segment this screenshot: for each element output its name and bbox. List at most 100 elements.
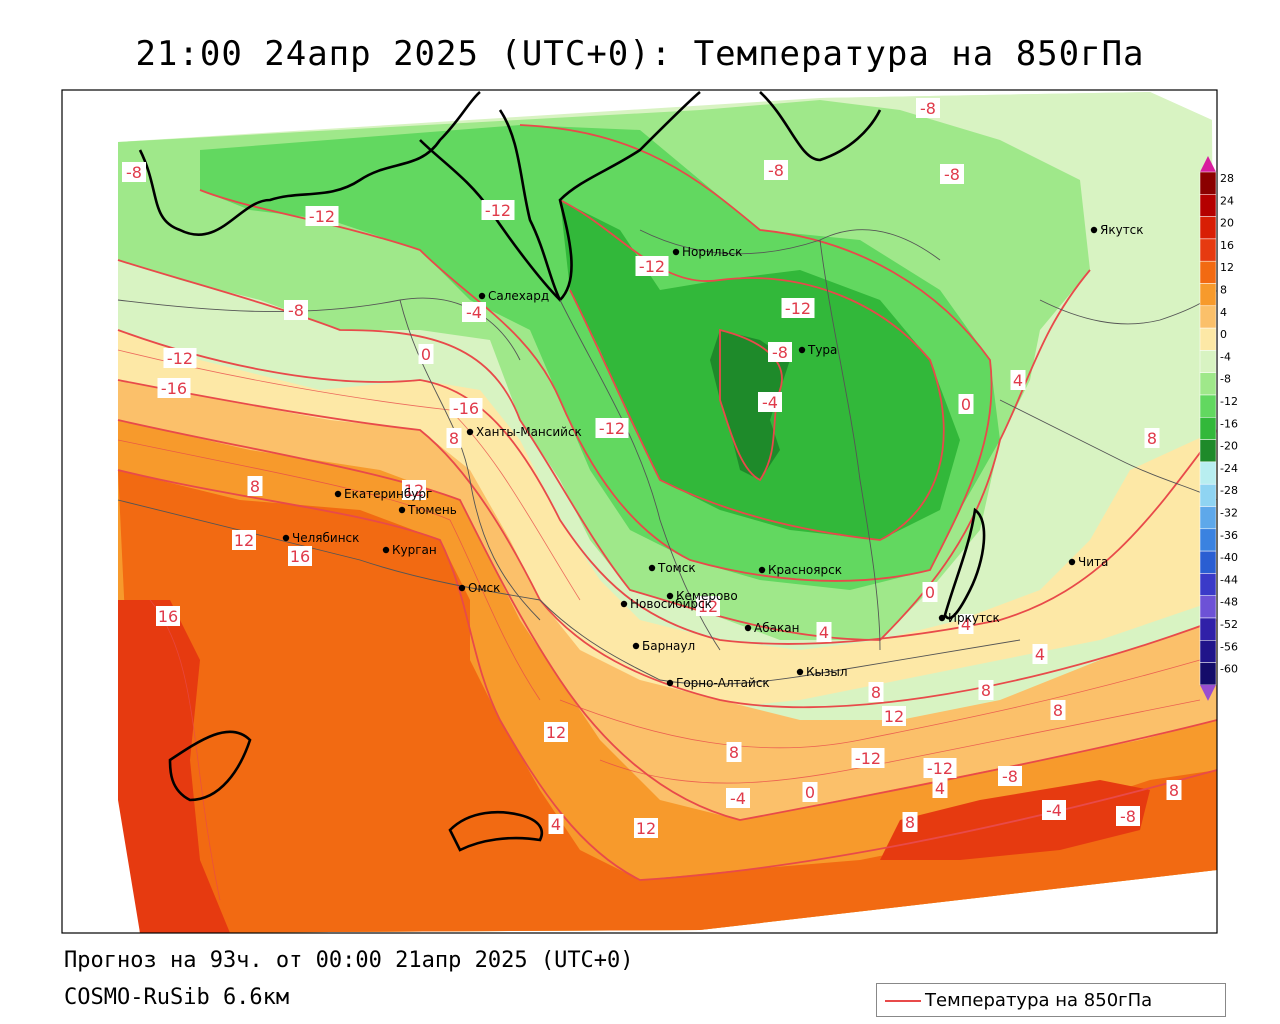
scale-swatch [1199, 372, 1217, 396]
scale-label: -56 [1220, 640, 1238, 653]
city-20: Чита [1068, 555, 1108, 569]
isotherm-label-bg [247, 476, 263, 496]
scale-label: -24 [1220, 462, 1238, 475]
map-frame [61, 89, 1218, 934]
city-dot [382, 546, 390, 554]
city-label: Красноярск [768, 563, 842, 577]
isotherm-label: 0 [922, 582, 938, 602]
coastlines [138, 90, 986, 852]
isotherm-label-bg [851, 748, 885, 768]
isotherm-label-text: -16 [453, 399, 479, 418]
isotherm-label-bg [156, 606, 180, 626]
scale-label: -48 [1220, 596, 1238, 609]
isotherm-label: 4 [548, 814, 564, 834]
isotherm-label-text: 12 [234, 531, 254, 550]
city-19: Иркутск [938, 611, 1000, 625]
city-label: Ханты-Мансийск [476, 425, 582, 439]
scale-label: -36 [1220, 529, 1238, 542]
city-label: Тура [807, 343, 837, 357]
city-12: Томск [648, 561, 696, 575]
isotherm-label-text: 4 [935, 779, 945, 798]
isotherm-label-bg [462, 302, 486, 322]
scale-swatch [1199, 171, 1217, 195]
isotherm-label-bg [726, 788, 750, 808]
isotherm-label-bg [1116, 806, 1140, 826]
city-dot [672, 248, 680, 256]
scale-swatch [1199, 461, 1217, 485]
isotherm-label: 8 [446, 428, 462, 448]
isotherm-label: 8 [1166, 780, 1182, 800]
city-dot [744, 624, 752, 632]
city-label: Иркутск [948, 611, 1000, 625]
isotherm-label-bg [305, 206, 339, 226]
admin-borders [117, 229, 1217, 685]
scale-swatch [1199, 550, 1217, 574]
city-label: Челябинск [292, 531, 359, 545]
isotherm-label-bg [816, 622, 832, 642]
isotherm-label: 8 [902, 812, 918, 832]
scale-swatch [1199, 483, 1217, 507]
city-dot [478, 292, 486, 300]
isotherm-label-bg [923, 758, 957, 778]
isotherm-label: 16 [288, 546, 312, 566]
scale-label: 0 [1220, 328, 1227, 341]
isotherm-label-bg [288, 546, 312, 566]
city-dot [666, 679, 674, 687]
isotherm-label-text: -12 [485, 201, 511, 220]
isotherm-label: 8 [868, 682, 884, 702]
scale-label: -40 [1220, 551, 1238, 564]
scale-label: -20 [1220, 440, 1238, 453]
isotherm-label: 16 [156, 606, 180, 626]
isotherm-label-bg [902, 812, 918, 832]
city-dot [758, 566, 766, 574]
isotherm-label-bg [122, 162, 146, 182]
field-band-plus16-se [880, 780, 1150, 860]
isotherm-label-text: -4 [1046, 801, 1062, 820]
city-1: Якутск [1090, 223, 1144, 237]
isotherm-label-text: -12 [785, 299, 811, 318]
scale-swatch [1199, 506, 1217, 530]
city-8: Челябинск [282, 531, 359, 545]
isotherm-label-bg [595, 418, 629, 438]
isotherm-label-bg [940, 164, 964, 184]
scale-label: -28 [1220, 484, 1238, 497]
isotherm-label-bg [978, 680, 994, 700]
city-label: Норильск [682, 245, 742, 259]
isotherm-label-text: -16 [161, 379, 187, 398]
isotherm-label: 4 [1032, 644, 1048, 664]
isotherm-label: 8 [247, 476, 263, 496]
city-11: Новосибирск [620, 597, 712, 611]
isotherm-label: -12 [481, 200, 515, 220]
city-dot [798, 346, 806, 354]
legend-line-swatch [885, 1000, 921, 1002]
isotherm-label-bg [998, 766, 1022, 786]
isotherm-label-text: 4 [961, 615, 971, 634]
scale-swatch [1199, 595, 1217, 619]
city-14: Красноярск [758, 563, 842, 577]
isotherm-label-bg [922, 582, 938, 602]
isotherm-label: 12 [696, 596, 720, 616]
city-9: Курган [382, 543, 437, 557]
isotherm-label-text: -8 [288, 301, 304, 320]
city-dot [1068, 558, 1076, 566]
scale-label: -44 [1220, 573, 1238, 586]
city-dot [466, 428, 474, 436]
isotherm-label-bg [481, 200, 515, 220]
isotherm-label-text: 8 [981, 681, 991, 700]
isotherm-label-bg [1050, 700, 1066, 720]
isotherm-label-text: -8 [772, 343, 788, 362]
isotherm-label-text: -8 [768, 161, 784, 180]
isotherm-label: -8 [122, 162, 146, 182]
isotherm-label-bg [418, 344, 434, 364]
city-4: Тура [798, 343, 837, 357]
forecast-info: Прогноз на 93ч. от 00:00 21апр 2025 (UTC… [64, 948, 634, 973]
city-6: Екатеринбург [334, 487, 432, 501]
city-label: Салехард [488, 289, 549, 303]
city-label: Омск [468, 581, 500, 595]
city-dot [458, 584, 466, 592]
isotherm-label-text: 4 [551, 815, 561, 834]
field-band-plus16 [118, 600, 230, 933]
field-band-minus20 [710, 330, 790, 480]
city-label: Кызыл [806, 665, 848, 679]
